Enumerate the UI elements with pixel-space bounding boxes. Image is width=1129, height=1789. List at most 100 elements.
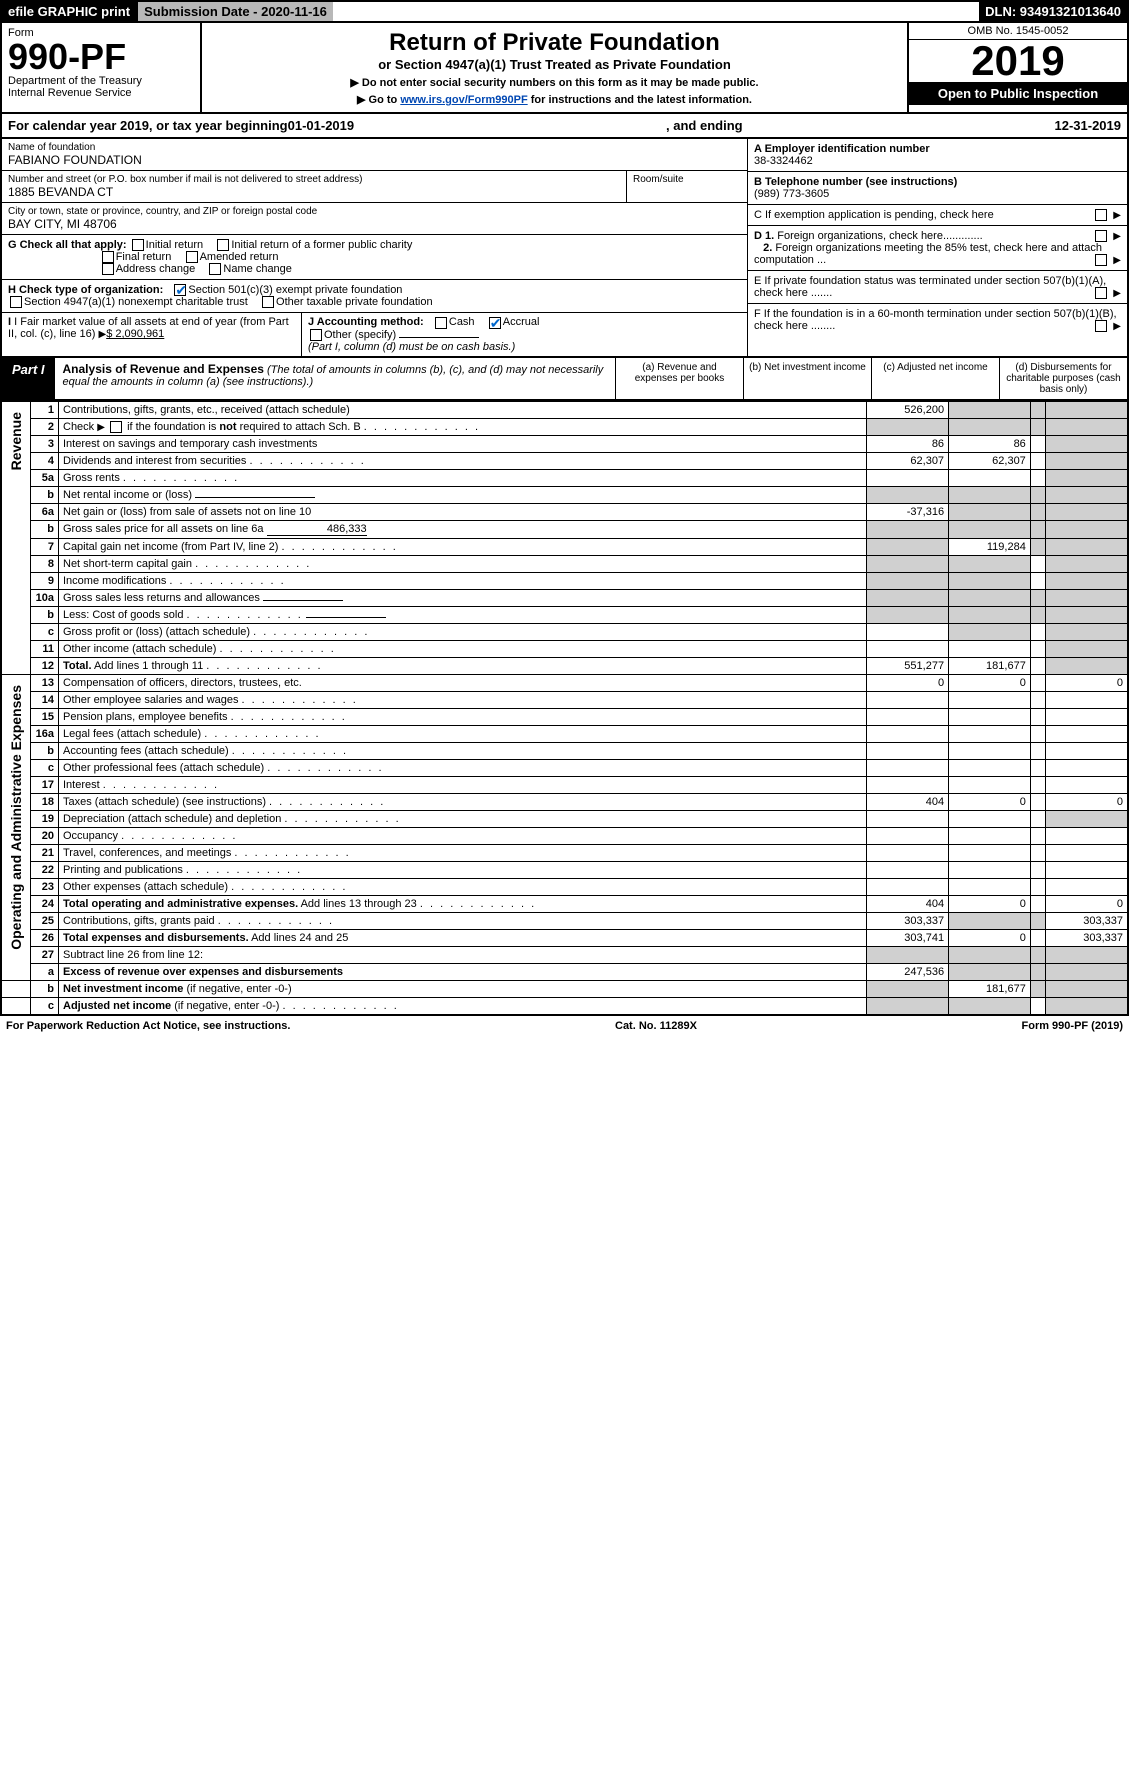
ck-status-terminated[interactable] bbox=[1095, 287, 1107, 299]
note-ssn: ▶ Do not enter social security numbers o… bbox=[208, 76, 901, 89]
ck-other-method[interactable] bbox=[310, 329, 322, 341]
revenue-sidebar: Revenue bbox=[6, 404, 26, 478]
line-6a: Net gain or (loss) from sale of assets n… bbox=[59, 503, 867, 520]
line-10c: Gross profit or (loss) (attach schedule) bbox=[59, 623, 867, 640]
ck-foreign-85[interactable] bbox=[1095, 254, 1107, 266]
e-label: E If private foundation status was termi… bbox=[754, 275, 1106, 299]
line-9: Income modifications bbox=[59, 572, 867, 589]
room-label: Room/suite bbox=[633, 174, 741, 185]
section-h: H Check type of organization: Section 50… bbox=[2, 280, 747, 313]
line-11: Other income (attach schedule) bbox=[59, 640, 867, 657]
section-g: G Check all that apply: Initial return I… bbox=[2, 235, 747, 280]
entity-info: Name of foundation FABIANO FOUNDATION Nu… bbox=[0, 139, 1129, 358]
line-16c: Other professional fees (attach schedule… bbox=[59, 759, 867, 776]
line-14: Other employee salaries and wages bbox=[59, 691, 867, 708]
ck-cash[interactable] bbox=[435, 317, 447, 329]
line-3: Interest on savings and temporary cash i… bbox=[59, 435, 867, 452]
dept: Department of the Treasury bbox=[8, 75, 194, 87]
city-label: City or town, state or province, country… bbox=[8, 206, 741, 217]
line-27a: Excess of revenue over expenses and disb… bbox=[59, 963, 867, 980]
line-27c: Adjusted net income (if negative, enter … bbox=[59, 997, 867, 1015]
ck-501c3[interactable] bbox=[174, 284, 186, 296]
ck-sch-b[interactable] bbox=[110, 421, 122, 433]
line-2: Check if the foundation is not required … bbox=[59, 418, 867, 435]
line-4: Dividends and interest from securities bbox=[59, 452, 867, 469]
header-bar: efile GRAPHIC print Submission Date - 20… bbox=[0, 0, 1129, 23]
line-13: Compensation of officers, directors, tru… bbox=[59, 674, 867, 691]
col-b-header: (b) Net investment income bbox=[743, 358, 871, 399]
form-subtitle: or Section 4947(a)(1) Trust Treated as P… bbox=[208, 57, 901, 72]
form-header: Form 990-PF Department of the Treasury I… bbox=[0, 23, 1129, 114]
part1-header: Part I Analysis of Revenue and Expenses … bbox=[0, 358, 1129, 401]
addr-label: Number and street (or P.O. box number if… bbox=[8, 174, 620, 185]
line-10b: Less: Cost of goods sold bbox=[59, 606, 867, 623]
ck-name-change[interactable] bbox=[209, 263, 221, 275]
dln: DLN: 93491321013640 bbox=[979, 2, 1127, 21]
instructions-link[interactable]: www.irs.gov/Form990PF bbox=[400, 94, 527, 106]
ck-amended[interactable] bbox=[186, 251, 198, 263]
ck-address-change[interactable] bbox=[102, 263, 114, 275]
line-26: Total expenses and disbursements. Add li… bbox=[59, 929, 867, 946]
year-end: 12-31-2019 bbox=[1055, 118, 1122, 133]
form-title: Return of Private Foundation bbox=[208, 29, 901, 57]
phone: (989) 773-3605 bbox=[754, 188, 829, 200]
cash-basis-note: (Part I, column (d) must be on cash basi… bbox=[308, 341, 515, 353]
irs: Internal Revenue Service bbox=[8, 87, 194, 99]
city-state-zip: BAY CITY, MI 48706 bbox=[8, 217, 741, 231]
ck-foreign-org[interactable] bbox=[1095, 230, 1107, 242]
ck-initial-return[interactable] bbox=[132, 239, 144, 251]
fmv-assets: $ 2,090,961 bbox=[106, 328, 164, 340]
line-5b: Net rental income or (loss) bbox=[59, 486, 867, 503]
line-21: Travel, conferences, and meetings bbox=[59, 844, 867, 861]
line-18: Taxes (attach schedule) (see instruction… bbox=[59, 793, 867, 810]
ck-60month[interactable] bbox=[1095, 320, 1107, 332]
line-16a: Legal fees (attach schedule) bbox=[59, 725, 867, 742]
line-1: Contributions, gifts, grants, etc., rece… bbox=[59, 401, 867, 418]
expenses-sidebar: Operating and Administrative Expenses bbox=[6, 677, 26, 958]
ck-initial-former[interactable] bbox=[217, 239, 229, 251]
ck-4947a1[interactable] bbox=[10, 296, 22, 308]
line-16b: Accounting fees (attach schedule) bbox=[59, 742, 867, 759]
phone-label: B Telephone number (see instructions) bbox=[754, 176, 957, 188]
line-5a: Gross rents bbox=[59, 469, 867, 486]
line-24: Total operating and administrative expen… bbox=[59, 895, 867, 912]
foundation-name: FABIANO FOUNDATION bbox=[8, 153, 741, 167]
cat-no: Cat. No. 11289X bbox=[615, 1020, 697, 1032]
ck-accrual[interactable] bbox=[489, 317, 501, 329]
page-footer: For Paperwork Reduction Act Notice, see … bbox=[0, 1016, 1129, 1036]
form-number: 990-PF bbox=[8, 39, 194, 75]
year-begin: 01-01-2019 bbox=[288, 118, 355, 133]
note-link: ▶ Go to www.irs.gov/Form990PF for instru… bbox=[208, 93, 901, 106]
paperwork-notice: For Paperwork Reduction Act Notice, see … bbox=[6, 1020, 290, 1032]
line-23: Other expenses (attach schedule) bbox=[59, 878, 867, 895]
name-label: Name of foundation bbox=[8, 142, 741, 153]
col-c-header: (c) Adjusted net income bbox=[871, 358, 999, 399]
ck-other-taxable[interactable] bbox=[262, 296, 274, 308]
line-27b: Net investment income (if negative, ente… bbox=[59, 980, 867, 997]
line-7: Capital gain net income (from Part IV, l… bbox=[59, 538, 867, 555]
calendar-year-row: For calendar year 2019, or tax year begi… bbox=[0, 114, 1129, 139]
open-inspection: Open to Public Inspection bbox=[909, 82, 1127, 105]
ein-label: A Employer identification number bbox=[754, 143, 930, 155]
ck-final-return[interactable] bbox=[102, 251, 114, 263]
tax-year: 2019 bbox=[909, 40, 1127, 82]
line-10a: Gross sales less returns and allowances bbox=[59, 589, 867, 606]
ck-exemption-pending[interactable] bbox=[1095, 209, 1107, 221]
line-20: Occupancy bbox=[59, 827, 867, 844]
col-d-header: (d) Disbursements for charitable purpose… bbox=[999, 358, 1127, 399]
submission-date: Submission Date - 2020-11-16 bbox=[136, 2, 333, 21]
col-a-header: (a) Revenue and expenses per books bbox=[615, 358, 743, 399]
c-label: C If exemption application is pending, c… bbox=[754, 209, 994, 221]
street-address: 1885 BEVANDA CT bbox=[8, 185, 620, 199]
line-8: Net short-term capital gain bbox=[59, 555, 867, 572]
line-6b: Gross sales price for all assets on line… bbox=[59, 520, 867, 538]
efile-label: efile GRAPHIC print bbox=[2, 2, 136, 21]
line-25: Contributions, gifts, grants paid bbox=[59, 912, 867, 929]
line-12: Total. Add lines 1 through 11 bbox=[59, 657, 867, 674]
part1-title: Analysis of Revenue and Expenses bbox=[63, 362, 264, 376]
f-label: F If the foundation is in a 60-month ter… bbox=[754, 308, 1117, 332]
form-version: Form 990-PF (2019) bbox=[1022, 1020, 1123, 1032]
line-15: Pension plans, employee benefits bbox=[59, 708, 867, 725]
line-27: Subtract line 26 from line 12: bbox=[59, 946, 867, 963]
line-22: Printing and publications bbox=[59, 861, 867, 878]
